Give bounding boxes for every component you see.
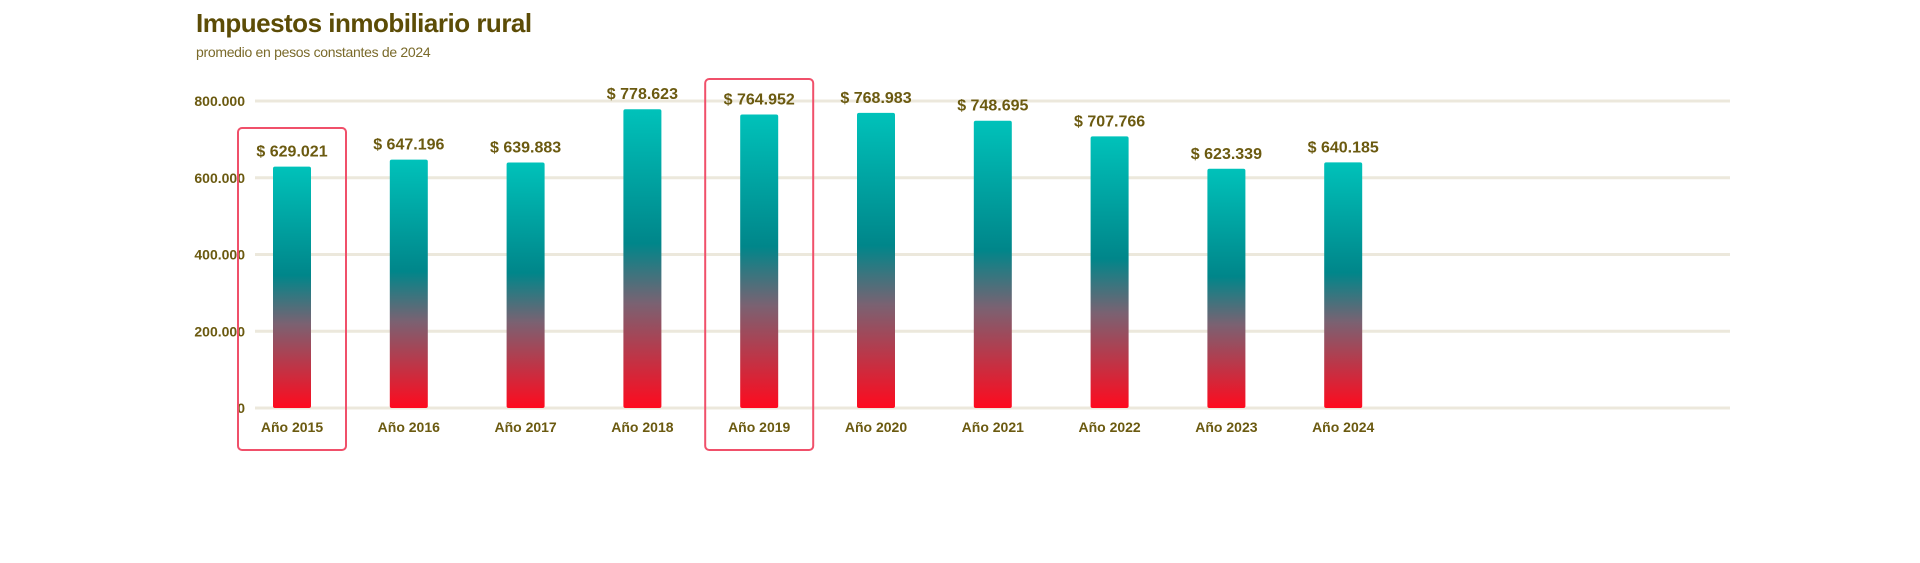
bar: [1090, 136, 1129, 409]
x-tick-label: Año 2022: [1078, 419, 1140, 435]
x-tick-label: Año 2017: [494, 419, 556, 435]
data-label: $ 623.339: [1191, 146, 1262, 163]
bar: [273, 166, 311, 408]
x-tick-label: Año 2020: [845, 419, 907, 435]
chart-subtitle: promedio en pesos constantes de 2024: [196, 44, 431, 60]
data-label: $ 778.623: [607, 86, 678, 103]
bar: [857, 112, 895, 408]
data-label: $ 639.883: [490, 139, 561, 156]
highlight-box: [704, 78, 815, 451]
bar: [389, 159, 428, 408]
bar: [623, 109, 662, 408]
x-tick-label: Año 2023: [1195, 419, 1257, 435]
x-tick-label: Año 2018: [611, 419, 673, 435]
y-tick-label: 0: [237, 400, 245, 416]
bar: [1324, 162, 1363, 408]
data-label: $ 640.185: [1308, 139, 1379, 156]
x-tick-label: Año 2024: [1312, 419, 1374, 435]
y-tick-label: 400.000: [194, 247, 245, 263]
data-label: $ 748.695: [957, 98, 1028, 115]
bar: [506, 162, 545, 408]
data-label: $ 629.021: [256, 144, 327, 161]
y-tick-label: 800.000: [194, 93, 245, 109]
bar: [973, 120, 1012, 408]
data-label: $ 707.766: [1074, 113, 1145, 130]
chart-title: Impuestos inmobiliario rural: [196, 8, 532, 38]
highlight-box: [237, 127, 347, 451]
x-tick-label: Año 2021: [962, 419, 1024, 435]
x-tick-label: Año 2015: [261, 419, 323, 435]
data-label: $ 768.983: [840, 90, 911, 107]
bar: [1207, 168, 1246, 408]
y-tick-label: 600.000: [194, 170, 245, 186]
data-label: $ 647.196: [373, 137, 444, 154]
x-tick-label: Año 2019: [728, 419, 790, 435]
x-tick-label: Año 2016: [378, 419, 440, 435]
data-label: $ 764.952: [724, 91, 795, 108]
y-tick-label: 200.000: [194, 323, 245, 339]
bar: [740, 114, 779, 408]
